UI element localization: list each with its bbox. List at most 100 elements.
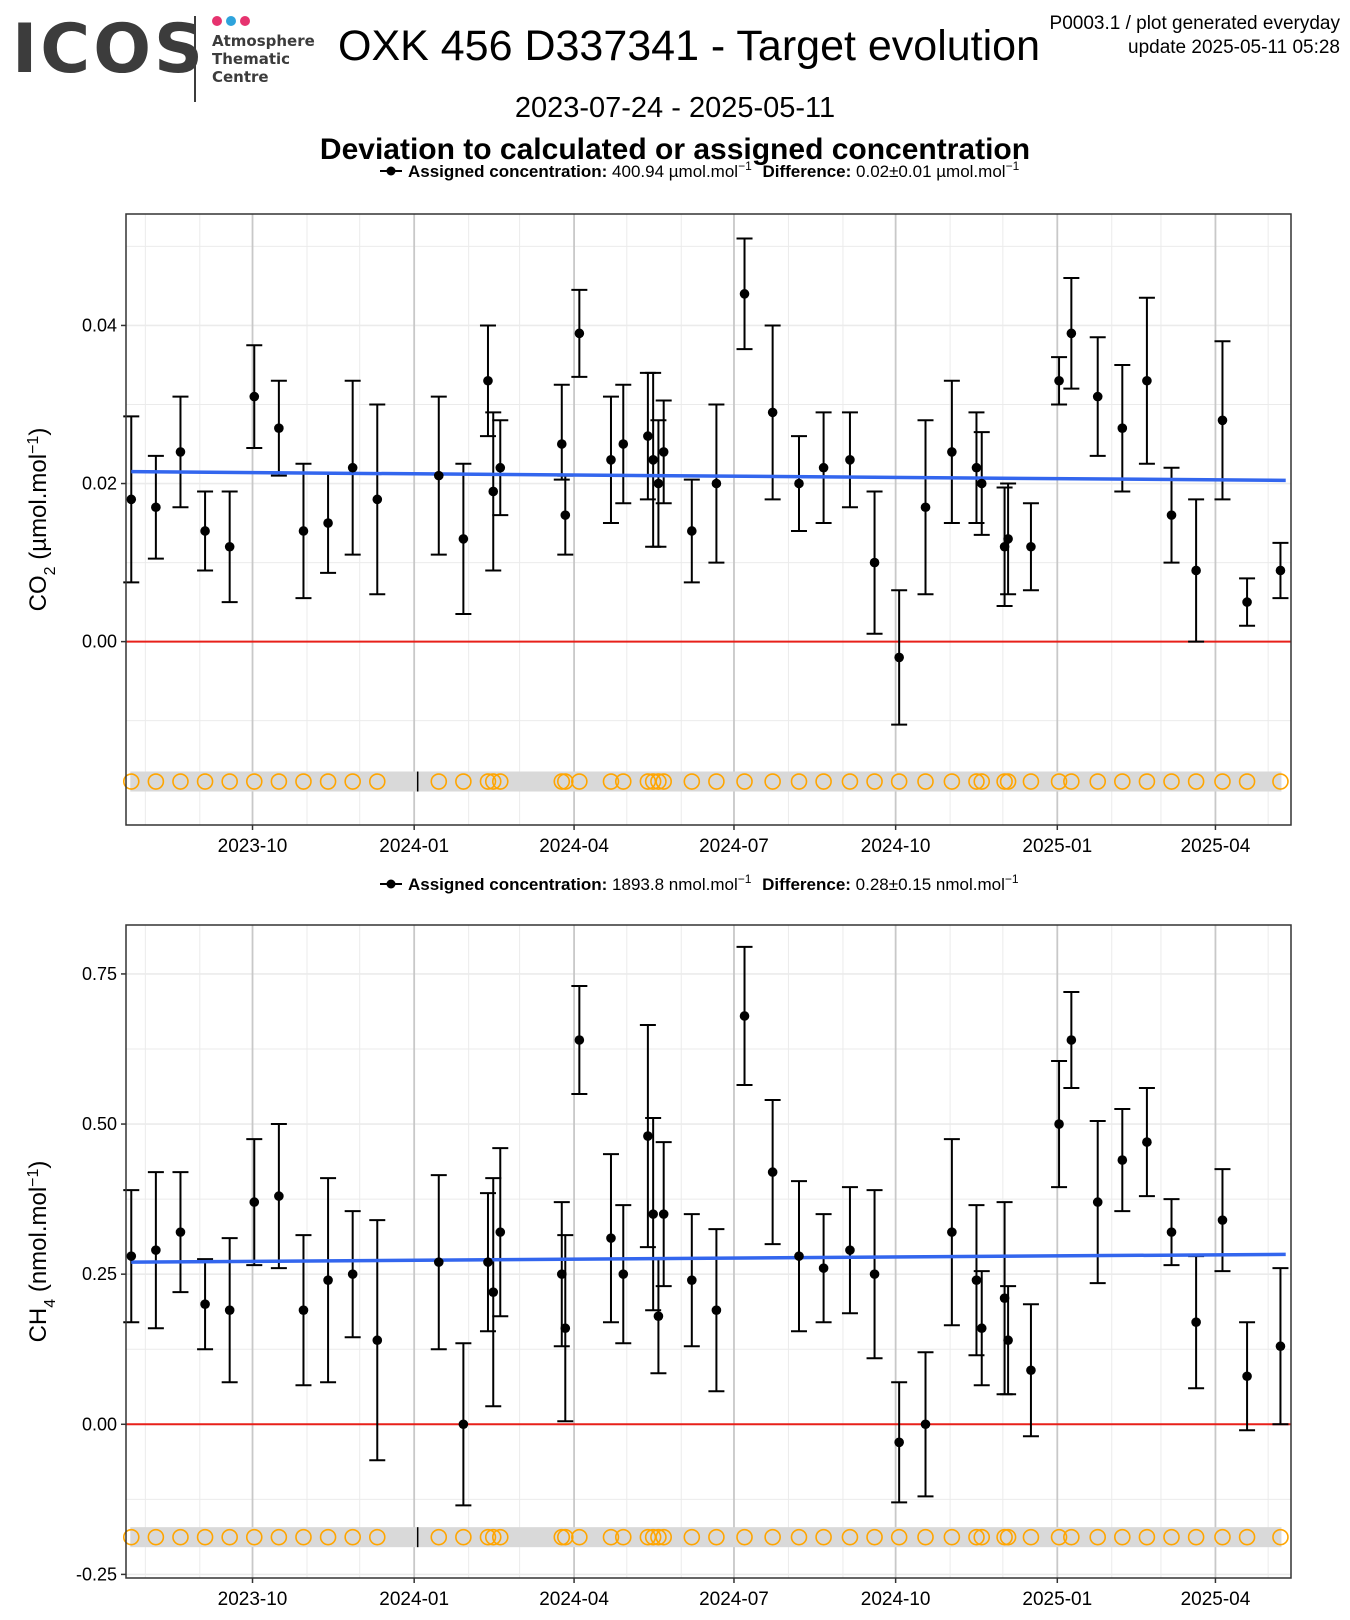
data-point (648, 1209, 658, 1219)
data-point (200, 1299, 210, 1309)
x-tick-label: 2023-10 (218, 1589, 288, 1610)
logo-subtitle-line-3: Centre (212, 68, 269, 86)
measurement-marker (147, 1528, 165, 1546)
data-point (323, 518, 333, 528)
measurement-marker (815, 1528, 832, 1546)
icos-logo: ICOS (12, 10, 206, 89)
page-title: OXK 456 D337341 - Target evolution (338, 22, 1041, 70)
measurement-marker (245, 773, 263, 790)
chart-legend: Assigned concentration: 1893.8 nmol.mol−… (380, 872, 1019, 894)
x-tick-label: 2024-07 (699, 836, 769, 857)
data-point (999, 541, 1010, 552)
data-point (1092, 1197, 1103, 1207)
legend-gap (752, 162, 757, 181)
measurement-marker (736, 773, 753, 790)
y-tick-label: 0.25 (82, 1264, 117, 1284)
x-tick-label: 2025-01 (1022, 1589, 1092, 1610)
data-point (947, 447, 957, 457)
measurement-marker (968, 1528, 985, 1546)
y-tick-label: 0.04 (82, 315, 117, 335)
y-axis-label-superscript: −1 (25, 436, 42, 454)
data-point (1191, 565, 1201, 576)
legend-text: Assigned concentration: 1893.8 nmol.mol−… (408, 872, 1019, 894)
date-range: 2023-07-24 - 2025-05-11 (514, 92, 836, 124)
data-point (1217, 1215, 1228, 1225)
data-point (653, 478, 664, 489)
chart-legend: Assigned concentration: 400.94 µmol.mol−… (380, 159, 1020, 181)
data-point (976, 1323, 987, 1334)
data-point (175, 447, 186, 457)
data-point (458, 1419, 469, 1430)
data-point (151, 1245, 161, 1255)
measurement-marker (221, 1528, 238, 1546)
measurement-marker (295, 773, 312, 790)
measurement-marker (1187, 1528, 1205, 1546)
measurement-marker (1050, 773, 1068, 790)
measurement-marker (866, 773, 883, 790)
logo-subtitle-line-2: Thematic (212, 50, 291, 68)
y-axis-label-close: ) (25, 1161, 52, 1169)
measurement-marker (455, 773, 472, 790)
measurement-marker (1114, 773, 1131, 790)
measurement-marker (968, 773, 985, 790)
measurement-marker (602, 773, 620, 790)
measurement-marker (790, 1528, 808, 1546)
data-point (1066, 328, 1077, 339)
data-point (869, 557, 880, 568)
data-point (920, 1419, 931, 1430)
measurement-marker (999, 1528, 1017, 1546)
data-point (794, 1251, 804, 1261)
measurement-marker (1163, 1528, 1180, 1546)
measurement-marker (917, 773, 934, 790)
y-tick-label: -0.25 (76, 1564, 117, 1584)
measurement-marker (736, 1528, 753, 1546)
data-point (658, 1209, 669, 1219)
y-axis-label: CH4 (nmol.mol−1) (25, 1161, 59, 1343)
measurement-marker (491, 1528, 509, 1546)
data-point (175, 1227, 186, 1237)
logo-dot-pink (212, 16, 222, 26)
measurement-marker (571, 773, 588, 790)
plot-background (126, 925, 1291, 1578)
y-axis-label: CO2 (µmol.mol−1) (25, 428, 59, 612)
measurement-marker (344, 773, 361, 790)
legend-sup-difference: −1 (1005, 872, 1019, 886)
logo-divider (194, 16, 196, 102)
measurement-marker (196, 773, 214, 790)
plot-border (125, 924, 1292, 1579)
y-axis-label-species: CO (25, 575, 52, 611)
data-point (845, 455, 855, 465)
measurement-marker (122, 1528, 140, 1546)
data-point (1092, 391, 1103, 402)
x-tick-label: 2023-10 (218, 836, 288, 857)
data-point (560, 510, 571, 520)
chart-subtitle: Deviation to calculated or assigned conc… (319, 133, 1031, 166)
data-point (1242, 597, 1252, 607)
measurement-marker (1214, 1528, 1231, 1546)
data-point (488, 1287, 499, 1297)
legend-value-assigned: 400.94 µmol.mol (607, 162, 738, 181)
y-tick-label: 0.00 (82, 632, 117, 652)
measurement-marker (455, 1528, 472, 1546)
data-point (1142, 1137, 1152, 1147)
data-point (126, 1251, 137, 1261)
measurement-marker (655, 1528, 672, 1546)
measurement-marker (571, 1528, 588, 1546)
measurement-marker (1114, 1528, 1131, 1546)
data-point (643, 1131, 653, 1141)
x-tick-label: 2025-04 (1181, 836, 1251, 857)
measurement-marker (295, 1528, 312, 1546)
data-point (458, 534, 469, 544)
measurement-marker (890, 773, 908, 790)
data-point (767, 407, 778, 418)
data-point (433, 470, 444, 481)
measurement-marker (245, 1528, 263, 1546)
measurement-marker (491, 773, 509, 790)
measurement-marker (1187, 773, 1205, 790)
measurement-marker (614, 773, 632, 790)
data-point (274, 1191, 284, 1201)
chart-panel-1: Assigned concentration: 400.94 µmol.mol−… (25, 159, 1292, 857)
y-tick-label: 0.75 (82, 964, 117, 984)
legend-label-assigned: Assigned concentration: (408, 875, 607, 894)
x-tick-label: 2024-04 (539, 1589, 609, 1610)
